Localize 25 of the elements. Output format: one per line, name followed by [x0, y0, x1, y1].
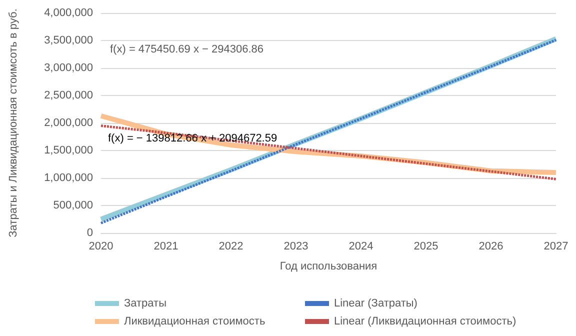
x-tick-label: 2025 — [414, 240, 438, 252]
legend-label: Linear (Затраты) — [334, 298, 418, 310]
x-tick-label: 2027 — [544, 240, 568, 252]
y-tick-label: 4,000,000 — [44, 7, 93, 19]
legend-label: Linear (Ликвидационная стоимость) — [334, 316, 516, 328]
x-tick-label: 2026 — [478, 240, 504, 252]
x-axis-title: Год использования — [280, 260, 378, 272]
y-tick-label: 0 — [86, 227, 93, 239]
y-tick-label: 3,000,000 — [44, 62, 93, 74]
y-tick-label: 2,500,000 — [44, 90, 93, 102]
y-tick-label: 2,000,000 — [44, 117, 93, 129]
x-tick-label: 2022 — [218, 240, 244, 252]
y-axis-title: Затраты и Ликвидационная стоимсоть в руб. — [8, 8, 20, 238]
x-tick-label: 2020 — [88, 240, 114, 252]
annotation: f(x) = − 139812.66 x + 2094672.59 — [108, 132, 278, 144]
x-tick-label: 2021 — [154, 240, 178, 252]
legend-label: Ликвидационная стоимость — [124, 316, 266, 328]
x-tick-label: 2024 — [348, 240, 374, 252]
y-tick-label: 3,500,000 — [44, 34, 93, 46]
y-tick-label: 500,000 — [53, 200, 93, 212]
y-tick-label: 1,500,000 — [44, 144, 93, 156]
annotation: f(x) = 475450.69 x − 294306.86 — [110, 44, 264, 56]
y-tick-label: 1,000,000 — [44, 172, 93, 184]
x-tick-label: 2023 — [284, 240, 308, 252]
legend-label: Затраты — [124, 298, 167, 310]
